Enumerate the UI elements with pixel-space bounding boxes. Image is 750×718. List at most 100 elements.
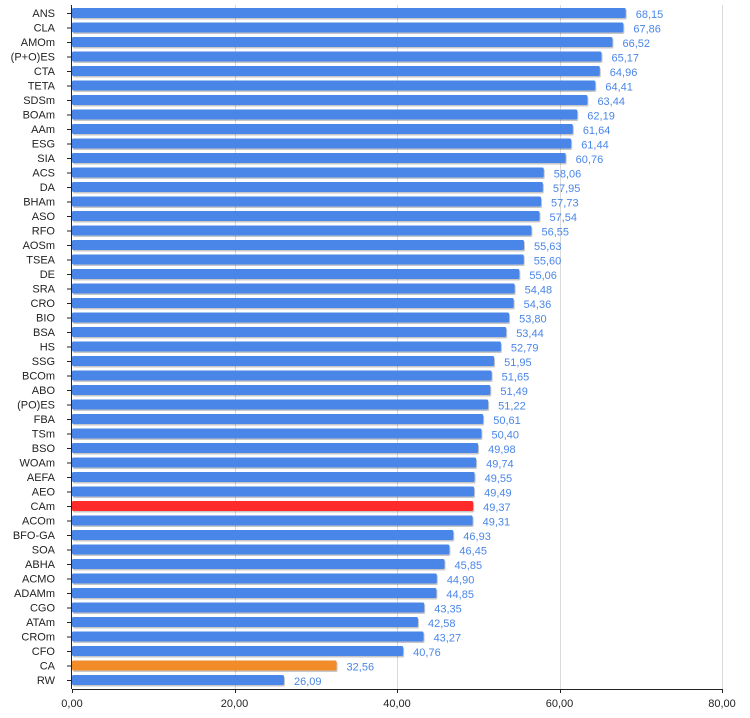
category-label: CLA <box>34 23 56 35</box>
bar-bsa <box>72 327 507 337</box>
value-labels: 68,15 67,86 66,52 65,17 64,96 64,41 63,44 62,19… <box>294 9 663 688</box>
category-label: (P+O)ES <box>11 52 55 64</box>
value-label: 26,09 <box>294 676 322 688</box>
bar--po-es <box>72 399 489 410</box>
category-label: SIA <box>37 153 55 165</box>
bar-bio <box>72 312 510 323</box>
bar-abo <box>72 385 491 395</box>
value-label: 68,15 <box>636 9 664 21</box>
bar-abha <box>72 559 445 569</box>
bar-boam <box>72 109 578 120</box>
bar-aso <box>72 211 540 221</box>
category-label: ACS <box>32 168 55 180</box>
value-label: 49,31 <box>483 517 511 529</box>
bar-bso <box>72 443 479 453</box>
value-label: 45,85 <box>455 560 483 572</box>
category-label: BIO <box>36 313 55 325</box>
x-tick-label: 20,00 <box>221 698 249 710</box>
bar--p-o-es <box>72 51 602 62</box>
axes: 0,00 20,00 40,00 60,00 80,00 <box>61 5 736 710</box>
category-label: (PO)ES <box>17 400 55 412</box>
value-label: 55,06 <box>529 270 557 282</box>
category-label: BSA <box>33 327 56 339</box>
bar-bfo-ga <box>72 530 454 540</box>
bar-hs <box>72 341 501 352</box>
category-label: BHAm <box>23 197 55 209</box>
value-label: 51,95 <box>504 357 532 369</box>
value-label: 53,80 <box>519 314 547 326</box>
bar-esg <box>72 138 572 149</box>
value-label: 49,37 <box>483 502 511 514</box>
bar-aefa <box>72 472 475 482</box>
value-label: 49,74 <box>486 459 514 471</box>
value-label: 51,49 <box>500 386 528 398</box>
value-label: 44,90 <box>447 575 475 587</box>
bar-atam <box>72 617 418 627</box>
category-label: DA <box>40 182 56 194</box>
bar-teta <box>72 80 596 91</box>
category-label: ACMO <box>22 574 55 586</box>
category-label: ASO <box>32 211 56 223</box>
bar-sra <box>72 283 515 294</box>
category-label: AOSm <box>23 240 55 252</box>
category-label: ESG <box>32 139 55 151</box>
bar-amom <box>72 37 613 47</box>
category-label: RFO <box>32 226 56 238</box>
category-label: BOAm <box>23 110 55 122</box>
category-label: CRO <box>31 298 56 310</box>
value-label: 60,76 <box>576 154 604 166</box>
bar-cgo <box>72 602 425 613</box>
bar-rw <box>72 675 284 685</box>
value-label: 55,63 <box>534 241 562 253</box>
bar-ans <box>72 8 626 18</box>
bars <box>72 8 627 687</box>
value-label: 55,60 <box>534 256 562 268</box>
bar-acom <box>72 515 473 526</box>
category-label: ANS <box>32 8 55 20</box>
category-label: SOA <box>32 545 56 557</box>
bar-aeo <box>72 486 475 497</box>
x-tick-label: 60,00 <box>546 698 574 710</box>
value-label: 57,73 <box>551 198 579 210</box>
value-label: 49,49 <box>484 488 512 500</box>
bar-cta <box>72 66 600 76</box>
category-label: TETA <box>28 81 56 93</box>
category-label: ABO <box>32 385 56 397</box>
category-label: TSm <box>32 429 55 441</box>
value-label: 66,52 <box>622 38 650 50</box>
value-label: 65,17 <box>612 53 640 65</box>
bar-fba <box>72 414 484 424</box>
category-label: CTA <box>34 66 56 78</box>
bar-ca <box>72 660 337 671</box>
value-label: 40,76 <box>413 647 441 659</box>
bar-adamm <box>72 588 437 598</box>
bar-aam <box>72 124 573 134</box>
category-label: CGO <box>30 603 56 615</box>
bar-cam <box>72 501 474 511</box>
category-label: HS <box>40 342 55 354</box>
value-label: 67,86 <box>633 24 661 36</box>
bar-acs <box>72 167 544 178</box>
x-tick-label: 40,00 <box>383 698 411 710</box>
bar-bcom <box>72 370 492 381</box>
bar-tsm <box>72 428 482 439</box>
value-label: 49,98 <box>488 444 516 456</box>
value-label: 51,22 <box>498 401 526 413</box>
category-label: AEO <box>32 487 56 499</box>
category-label: ADAMm <box>14 588 55 600</box>
value-label: 64,41 <box>605 82 633 94</box>
value-label: 42,58 <box>428 618 456 630</box>
bar-tsea <box>72 254 524 265</box>
value-label: 57,54 <box>550 212 578 224</box>
category-label: SRA <box>32 284 55 296</box>
bar-cfo <box>72 646 404 656</box>
x-tick-label: 80,00 <box>708 698 736 710</box>
category-label: AMOm <box>21 37 55 49</box>
bar-ssg <box>72 356 495 366</box>
value-label: 50,40 <box>492 430 520 442</box>
bar-de <box>72 269 520 279</box>
bar-rfo <box>72 225 532 236</box>
category-label: AEFA <box>27 472 56 484</box>
value-label: 52,79 <box>511 343 539 355</box>
